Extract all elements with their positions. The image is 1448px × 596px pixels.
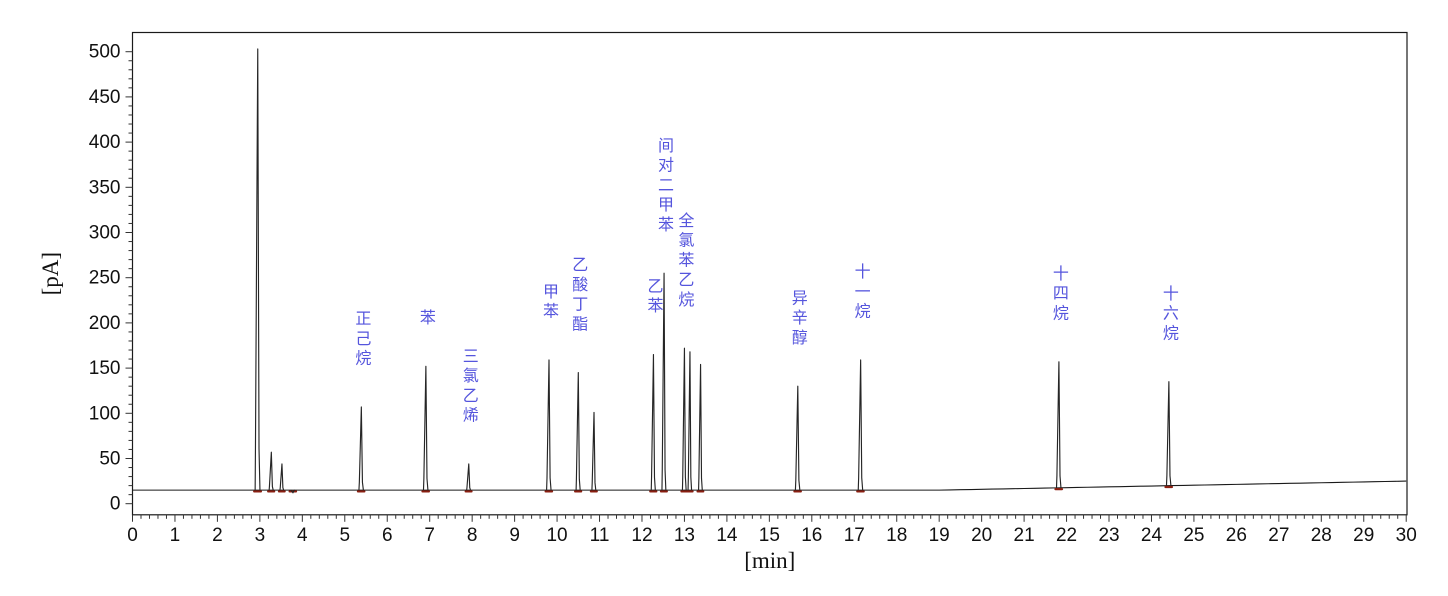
svg-text:350: 350 <box>89 177 121 198</box>
svg-text:28: 28 <box>1311 525 1332 546</box>
svg-text:27: 27 <box>1268 525 1289 546</box>
svg-text:22: 22 <box>1056 525 1077 546</box>
svg-text:1: 1 <box>170 525 181 546</box>
svg-text:甲: 甲 <box>658 197 674 214</box>
svg-text:己: 己 <box>355 331 371 348</box>
svg-text:苯: 苯 <box>678 251 694 269</box>
svg-text:100: 100 <box>89 403 121 424</box>
svg-text:17: 17 <box>844 525 865 546</box>
svg-text:烷: 烷 <box>1053 304 1069 322</box>
svg-text:辛: 辛 <box>792 309 808 327</box>
svg-text:2: 2 <box>212 525 223 546</box>
svg-text:16: 16 <box>801 525 822 546</box>
svg-text:7: 7 <box>424 525 435 546</box>
svg-text:200: 200 <box>89 313 121 334</box>
svg-text:十: 十 <box>1053 265 1069 283</box>
svg-text:14: 14 <box>716 525 738 546</box>
svg-text:对: 对 <box>658 157 674 175</box>
svg-text:氯: 氯 <box>463 367 479 385</box>
svg-text:12: 12 <box>631 525 652 546</box>
svg-text:二: 二 <box>658 177 674 194</box>
svg-text:烯: 烯 <box>463 407 479 425</box>
svg-text:氯: 氯 <box>678 232 694 250</box>
svg-text:六: 六 <box>1163 305 1179 323</box>
svg-text:异: 异 <box>792 290 808 307</box>
svg-text:3: 3 <box>255 525 266 546</box>
svg-text:19: 19 <box>929 525 950 546</box>
svg-text:十: 十 <box>855 263 871 281</box>
svg-text:苯: 苯 <box>543 303 559 321</box>
svg-text:50: 50 <box>99 448 120 469</box>
svg-text:30: 30 <box>1396 525 1417 546</box>
svg-text:烷: 烷 <box>855 303 871 321</box>
svg-text:4: 4 <box>297 525 308 546</box>
svg-text:酸: 酸 <box>572 276 588 294</box>
svg-text:一: 一 <box>855 284 871 301</box>
svg-text:29: 29 <box>1353 525 1374 546</box>
svg-text:酯: 酯 <box>572 315 588 333</box>
svg-text:四: 四 <box>1053 286 1069 303</box>
svg-text:乙: 乙 <box>572 257 588 274</box>
svg-text:乙: 乙 <box>678 272 694 289</box>
svg-text:烷: 烷 <box>1163 324 1179 342</box>
svg-text:烷: 烷 <box>355 350 371 368</box>
svg-text:9: 9 <box>509 525 520 546</box>
svg-text:15: 15 <box>759 525 780 546</box>
svg-text:150: 150 <box>89 358 121 379</box>
svg-text:0: 0 <box>110 494 121 515</box>
svg-text:23: 23 <box>1098 525 1119 546</box>
svg-text:500: 500 <box>89 42 121 63</box>
svg-text:21: 21 <box>1014 525 1035 546</box>
svg-text:醇: 醇 <box>792 329 808 347</box>
svg-text:间: 间 <box>658 137 674 155</box>
svg-text:18: 18 <box>886 525 907 546</box>
svg-text:11: 11 <box>590 525 610 546</box>
svg-text:苯: 苯 <box>420 309 436 327</box>
svg-text:300: 300 <box>89 223 121 244</box>
svg-text:烷: 烷 <box>678 291 694 309</box>
svg-text:乙: 乙 <box>463 388 479 405</box>
svg-text:20: 20 <box>971 525 992 546</box>
svg-text:十: 十 <box>1163 285 1179 303</box>
svg-text:三: 三 <box>463 348 479 365</box>
svg-text:24: 24 <box>1141 525 1163 546</box>
svg-text:400: 400 <box>89 132 121 153</box>
svg-text:10: 10 <box>546 525 567 546</box>
svg-text:全: 全 <box>678 212 694 230</box>
svg-text:苯: 苯 <box>658 216 674 234</box>
svg-text:250: 250 <box>89 268 121 289</box>
svg-text:8: 8 <box>467 525 478 546</box>
svg-text:[min]: [min] <box>744 548 795 573</box>
svg-text:丁: 丁 <box>572 297 588 314</box>
svg-text:5: 5 <box>339 525 350 546</box>
svg-text:0: 0 <box>127 525 138 546</box>
svg-text:13: 13 <box>674 525 695 546</box>
svg-text:乙: 乙 <box>647 278 663 295</box>
svg-text:苯: 苯 <box>647 297 663 315</box>
svg-text:6: 6 <box>382 525 393 546</box>
svg-text:26: 26 <box>1226 525 1247 546</box>
svg-text:正: 正 <box>355 311 371 328</box>
svg-text:[pA]: [pA] <box>38 252 63 295</box>
svg-text:25: 25 <box>1183 525 1204 546</box>
svg-text:甲: 甲 <box>543 284 559 301</box>
svg-text:450: 450 <box>89 87 121 108</box>
